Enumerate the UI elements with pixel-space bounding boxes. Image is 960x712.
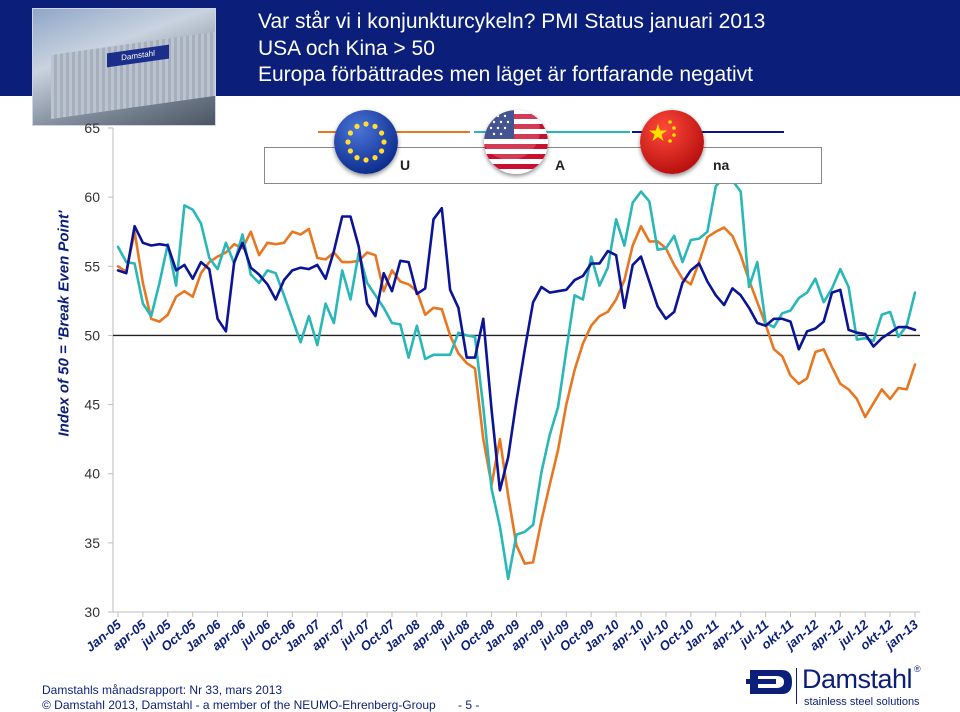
slide-title-line2: USA och Kina > 50 — [258, 37, 435, 60]
y-tick-label: 45 — [84, 397, 100, 413]
y-tick-label: 55 — [84, 258, 100, 274]
slide-title-line3: Europa förbättrades men läget är fortfar… — [258, 63, 753, 86]
series-line-usa — [116, 176, 917, 581]
y-tick-label: 50 — [84, 327, 100, 343]
us-flag-icon — [484, 110, 548, 174]
damstahl-logo: Damstahl ® stainless steel solutions — [746, 664, 926, 708]
logo-name: Damstahl — [802, 664, 913, 694]
y-tick-label: 30 — [84, 604, 100, 620]
x-axis: Jan-05apr-05jul-05Oct-05Jan-06apr-06jul-… — [83, 612, 922, 655]
damstahl-building-photo: Damstahl — [32, 8, 216, 126]
legend-line-usa — [474, 131, 630, 133]
legend-label-eu: U — [400, 157, 411, 173]
series-line-china — [116, 206, 917, 492]
y-tick-label: 40 — [84, 466, 100, 482]
y-tick-label: 35 — [84, 535, 100, 551]
china-flag-icon — [640, 110, 704, 174]
legend-label-usa: A — [555, 157, 566, 173]
series-lines — [116, 176, 917, 581]
slide-title-line1: Var står vi i konjunkturcykeln? PMI Stat… — [258, 10, 766, 33]
y-tick-label: 65 — [84, 120, 100, 136]
damstahl-logo-mark-icon — [746, 670, 792, 694]
logo-registered-mark: ® — [914, 664, 921, 674]
report-caption: Damstahls månadsrapport: Nr 33, mars 201… — [42, 683, 283, 697]
title-banner: Damstahl Var står vi i konjunkturcykeln?… — [0, 0, 960, 126]
y-tick-label: 60 — [84, 189, 100, 205]
series-line-eu — [116, 224, 917, 565]
legend-label-china: na — [713, 157, 730, 173]
page-number: - 5 - — [458, 698, 480, 712]
legend-line-china — [632, 131, 784, 133]
logo-tagline: stainless steel solutions — [804, 696, 920, 708]
eu-flag-icon — [334, 110, 398, 174]
copyright-caption: © Damstahl 2013, Damstahl - a member of … — [42, 698, 436, 712]
